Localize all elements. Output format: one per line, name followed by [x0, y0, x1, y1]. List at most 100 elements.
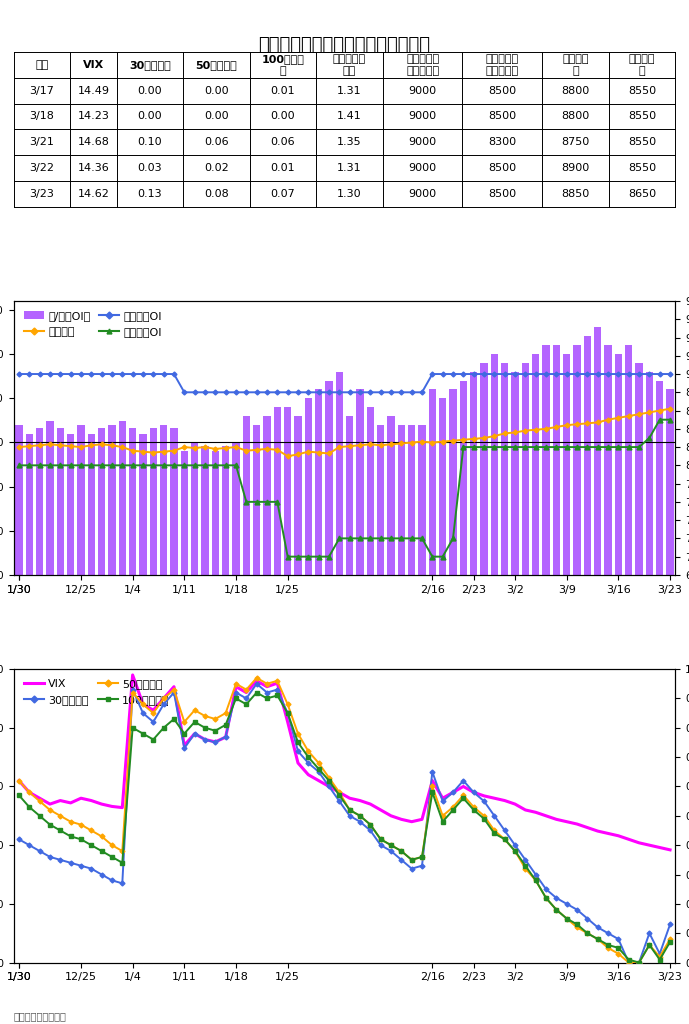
Bar [408, 425, 415, 620]
Bar [511, 372, 519, 620]
Text: 0.00: 0.00 [138, 112, 163, 122]
Text: 8500: 8500 [489, 86, 517, 95]
Bar [46, 421, 54, 620]
Text: 9000: 9000 [409, 112, 437, 122]
Bar [460, 381, 467, 620]
Bar [160, 425, 167, 620]
Text: 買權最大未
平倉履約價: 買權最大未 平倉履約價 [406, 54, 439, 76]
Text: 3/23: 3/23 [30, 188, 54, 199]
Bar [56, 428, 64, 620]
Bar [522, 362, 529, 620]
Bar [346, 416, 353, 620]
Bar [77, 425, 85, 620]
Bar [36, 428, 43, 620]
Text: 9000: 9000 [409, 86, 437, 95]
Text: 100日百分
位: 100日百分 位 [262, 54, 305, 76]
Bar [387, 416, 395, 620]
Text: 1.31: 1.31 [337, 163, 362, 173]
Text: 1.31: 1.31 [337, 86, 362, 95]
Text: 1.35: 1.35 [337, 137, 362, 147]
Bar [25, 433, 33, 620]
Text: 0.00: 0.00 [204, 112, 229, 122]
Bar [501, 362, 508, 620]
Bar [315, 389, 322, 620]
Bar [243, 416, 250, 620]
Text: 0.07: 0.07 [271, 188, 296, 199]
Bar [129, 428, 136, 620]
Bar [284, 407, 291, 620]
Legend: VIX, 30日百分位, 50日百分位, 100日百分位: VIX, 30日百分位, 50日百分位, 100日百分位 [19, 675, 174, 709]
Text: 1.30: 1.30 [337, 188, 362, 199]
Bar [88, 433, 95, 620]
Bar [615, 354, 622, 620]
Text: 8850: 8850 [562, 188, 590, 199]
Text: 0.08: 0.08 [204, 188, 229, 199]
Text: 8650: 8650 [628, 188, 656, 199]
Bar [191, 442, 198, 620]
Bar [336, 372, 343, 620]
Bar [604, 345, 612, 620]
Text: 14.36: 14.36 [78, 163, 110, 173]
Bar [170, 428, 178, 620]
Text: 30日百分位: 30日百分位 [129, 59, 171, 70]
Text: 14.68: 14.68 [78, 137, 110, 147]
Bar [139, 433, 147, 620]
Text: 9000: 9000 [409, 137, 437, 147]
Text: 8800: 8800 [562, 112, 590, 122]
Bar [367, 407, 374, 620]
Text: 0.00: 0.00 [271, 112, 296, 122]
Text: 8500: 8500 [489, 163, 517, 173]
Bar [418, 425, 426, 620]
Bar [532, 354, 539, 620]
Text: 0.03: 0.03 [138, 163, 163, 173]
Bar [212, 452, 219, 620]
Text: VIX: VIX [83, 59, 104, 70]
Text: 0.00: 0.00 [204, 86, 229, 95]
Text: 8500: 8500 [489, 112, 517, 122]
Bar [429, 389, 436, 620]
Bar [563, 354, 570, 620]
Bar [625, 345, 633, 620]
Bar [253, 425, 260, 620]
Text: 3/18: 3/18 [30, 112, 54, 122]
Bar [119, 421, 126, 620]
Bar [439, 398, 446, 620]
Bar [449, 389, 457, 620]
Text: 8900: 8900 [562, 163, 590, 173]
Bar [356, 389, 364, 620]
Bar [480, 362, 488, 620]
Text: 0.01: 0.01 [271, 86, 296, 95]
Bar [491, 354, 498, 620]
Text: 8300: 8300 [489, 137, 517, 147]
Text: 8550: 8550 [628, 137, 656, 147]
Bar [635, 362, 643, 620]
Bar [274, 407, 281, 620]
Text: 9000: 9000 [409, 188, 437, 199]
Bar [553, 345, 560, 620]
Bar [108, 425, 116, 620]
Text: 8550: 8550 [628, 86, 656, 95]
Text: 8500: 8500 [489, 188, 517, 199]
Legend: 賣/買權OI比, 加權指數, 買權最大OI, 賣權最大OI: 賣/買權OI比, 加權指數, 買權最大OI, 賣權最大OI [19, 306, 167, 341]
Bar [201, 445, 209, 620]
Text: 8550: 8550 [628, 112, 656, 122]
Bar [398, 425, 405, 620]
Bar [594, 328, 601, 620]
Text: 0.00: 0.00 [138, 86, 163, 95]
Text: 8800: 8800 [562, 86, 590, 95]
Text: 統一期貨研究科製作: 統一期貨研究科製作 [14, 1011, 67, 1021]
Bar [646, 372, 653, 620]
Text: 賣買權未平
倉比: 賣買權未平 倉比 [333, 54, 366, 76]
Text: 0.06: 0.06 [204, 137, 229, 147]
Bar [542, 345, 550, 620]
Bar [263, 416, 271, 620]
Text: 9000: 9000 [409, 163, 437, 173]
Text: 1.41: 1.41 [337, 112, 362, 122]
Bar [222, 445, 229, 620]
Bar [666, 389, 674, 620]
Bar [325, 381, 333, 620]
Text: 14.49: 14.49 [78, 86, 110, 95]
Bar [15, 425, 23, 620]
Text: 8550: 8550 [628, 163, 656, 173]
Bar [470, 372, 477, 620]
